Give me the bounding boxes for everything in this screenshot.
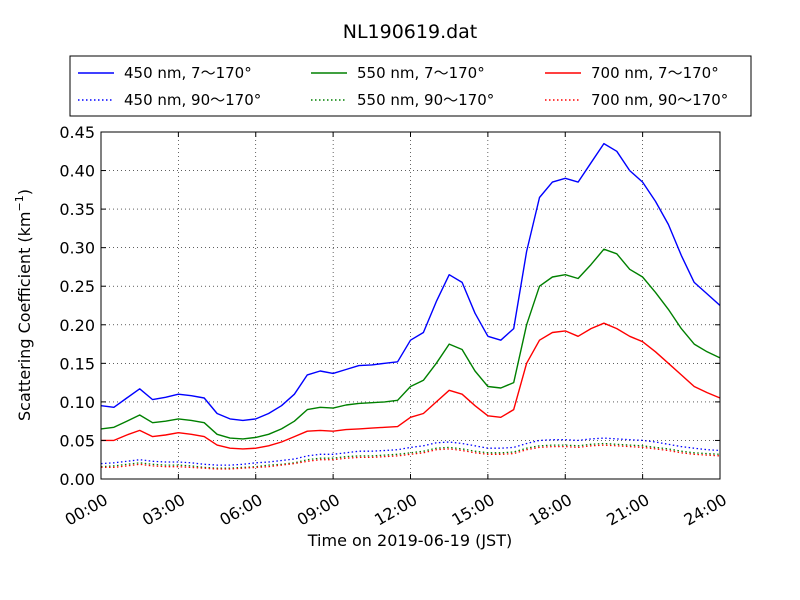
x-tick-label: 06:00 [216,490,265,530]
series-line [101,322,720,450]
series-line [101,437,720,466]
y-tick-label: 0.15 [59,354,95,373]
y-tick-label: 0.35 [59,200,95,219]
legend-label: 550 nm, 7～170° [357,64,485,82]
x-tick-label: 21:00 [603,490,652,530]
y-tick-labels: 0.00 0.05 0.10 0.15 0.20 0.25 0.30 0.35 0.40 0.45 [59,123,95,489]
y-tick-label: 0.05 [59,431,95,450]
ticks [100,131,721,480]
legend-label: 450 nm, 7～170° [124,64,252,82]
x-tick-label: 00:00 [62,490,111,530]
legend-label: 550 nm, 90～170° [357,91,494,109]
x-tick-labels: 00:00 03:00 06:00 09:00 12:00 15:00 18:00 21:00… [62,490,730,530]
series-layer [101,142,720,470]
x-tick-label: 18:00 [526,490,575,530]
y-tick-label: 0.40 [59,162,95,181]
chart-title: NL190619.dat [343,21,478,43]
series-line [101,142,720,422]
y-tick-label: 0.00 [59,470,95,489]
y-tick-label: 0.20 [59,316,95,335]
y-axis-label-exponent: −1 [13,195,26,211]
x-tick-label: 09:00 [294,490,343,530]
legend-label: 700 nm, 90～170° [591,91,728,109]
y-tick-label: 0.10 [59,393,95,412]
grid [101,132,720,479]
legend: 450 nm, 7～170° 450 nm, 90～170° 550 nm, 7～1… [69,55,752,117]
legend-box [69,55,752,117]
y-axis-label: Scattering Coefficient (km−1) [13,189,34,421]
y-tick-label: 0.25 [59,277,95,296]
legend-label: 450 nm, 90～170° [124,91,261,109]
y-tick-label: 0.45 [59,123,95,142]
y-tick-label: 0.30 [59,239,95,258]
x-tick-label: 03:00 [139,490,188,530]
legend-label: 700 nm, 7～170° [591,64,719,82]
series-line [101,248,720,440]
y-axis-label-main: Scattering Coefficient (km [15,211,34,421]
x-tick-label: 12:00 [371,490,420,530]
x-axis-label: Time on 2019-06-19 (JST) [307,531,512,550]
x-tick-label: 15:00 [448,490,497,530]
y-axis-label-close: ) [15,189,34,195]
x-tick-label: 24:00 [681,490,730,530]
